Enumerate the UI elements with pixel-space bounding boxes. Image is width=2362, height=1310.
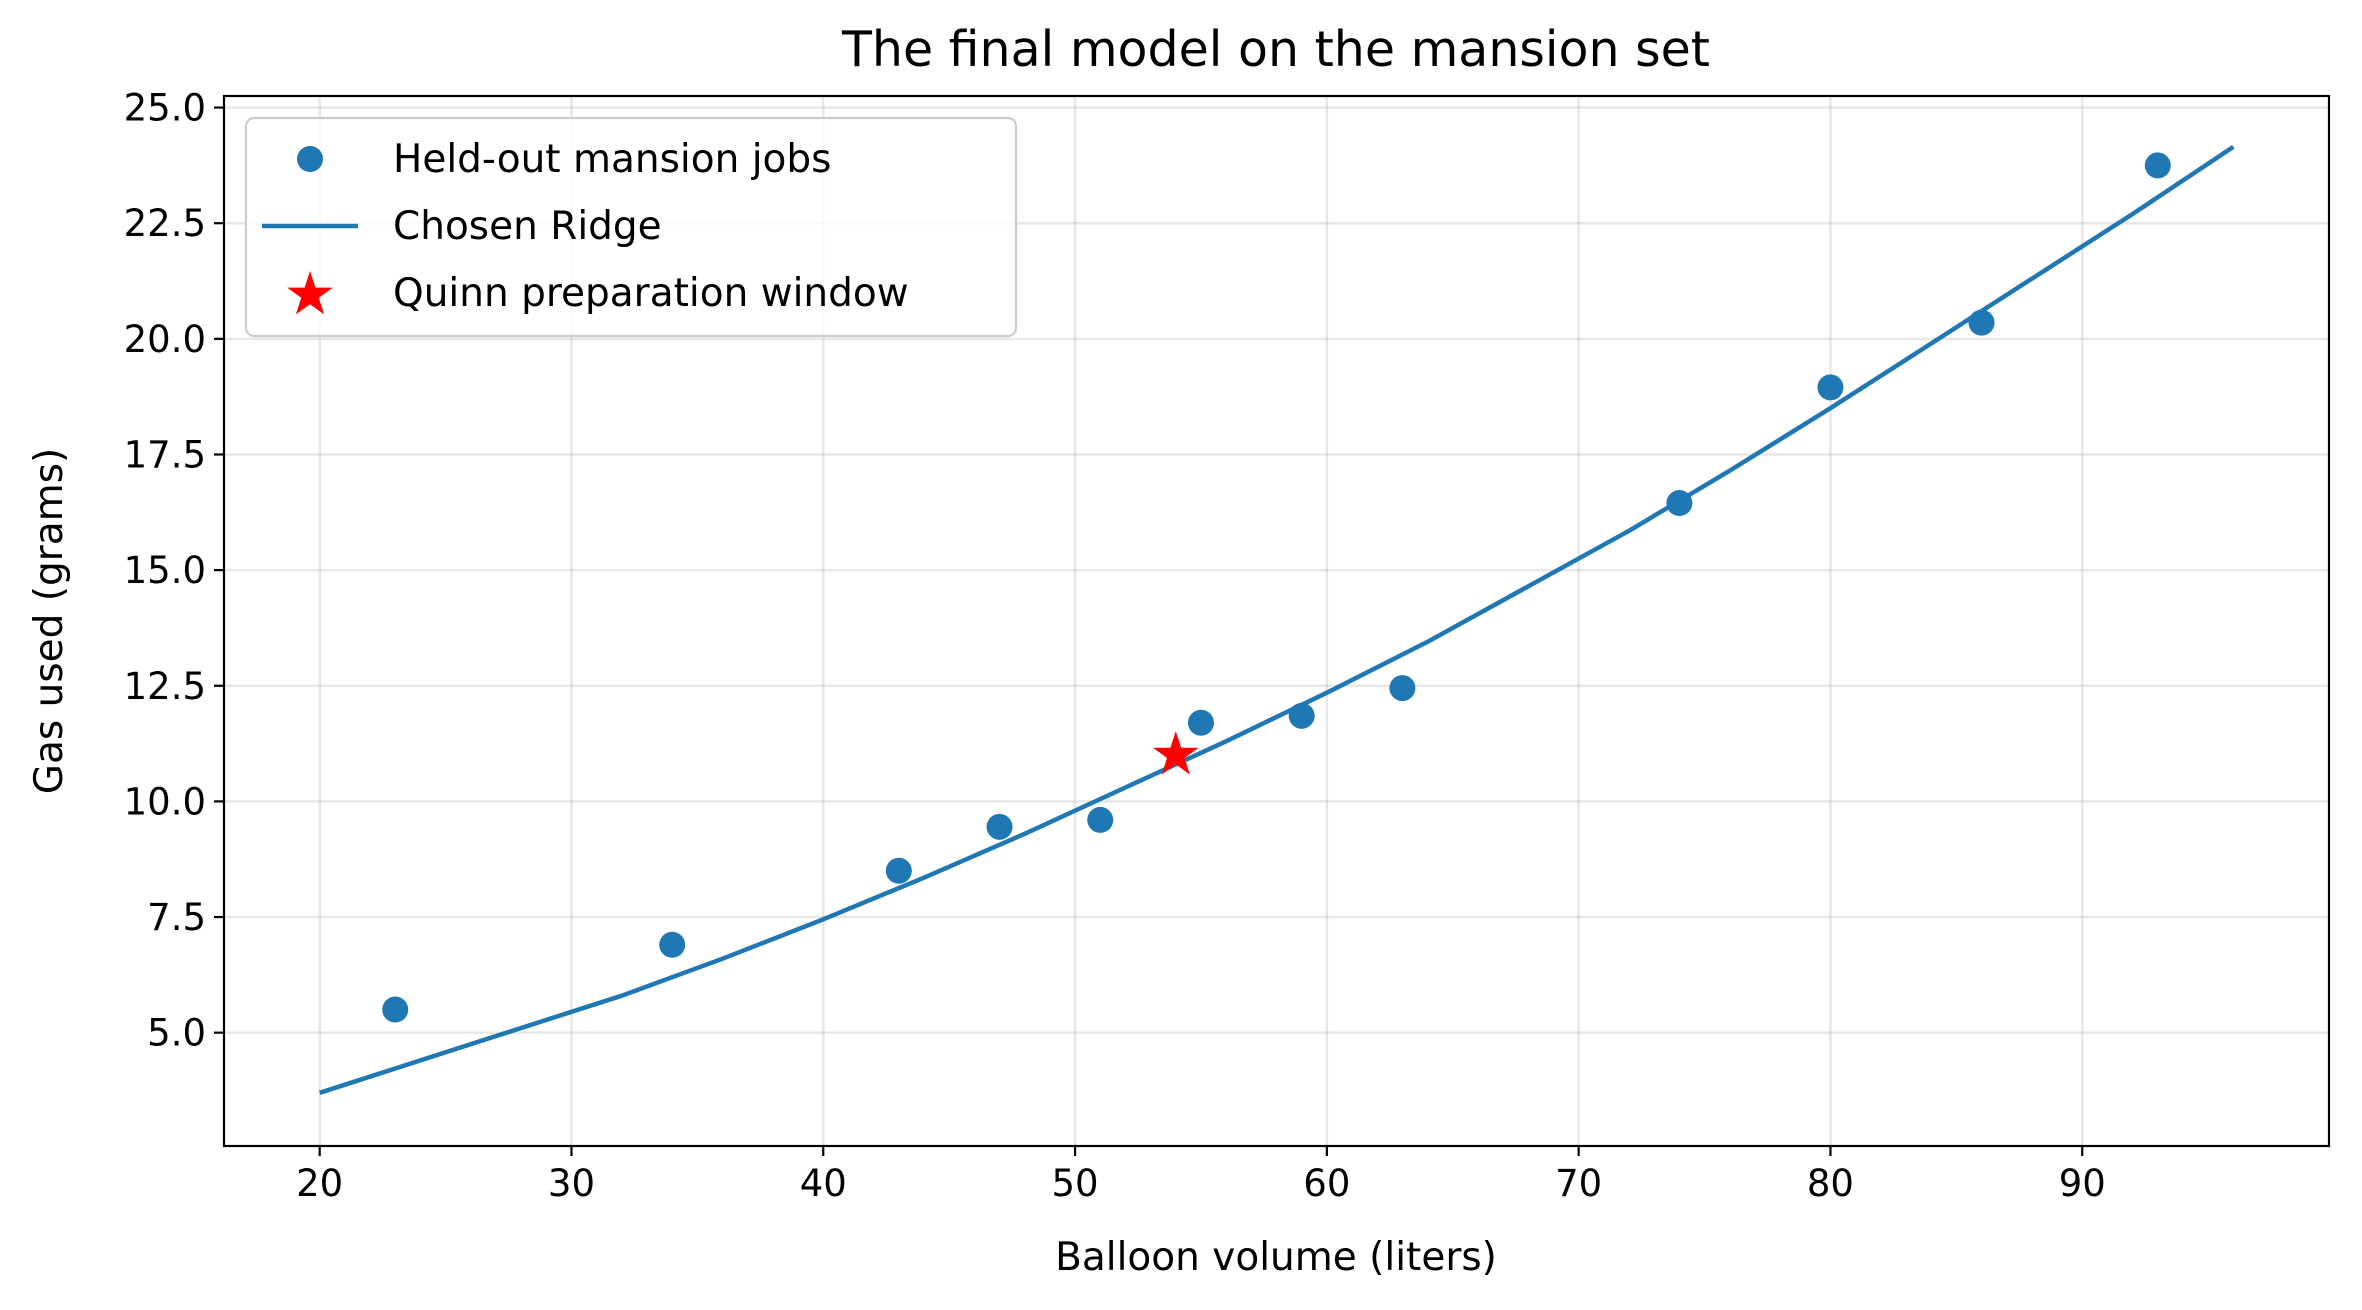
legend-label-quinn-window: Quinn preparation window	[393, 271, 909, 316]
x-tick-label: 50	[1052, 1162, 1099, 1205]
held-out-job-point	[1968, 309, 1995, 336]
legend-marker-quinn-window	[287, 271, 333, 315]
y-tick-label: 5.0	[147, 1012, 206, 1055]
chart-title: The final model on the mansion set	[841, 21, 1710, 78]
legend-label-chosen-ridge: Chosen Ridge	[393, 204, 662, 249]
held-out-job-point	[382, 996, 409, 1023]
legend: Held-out mansion jobs Chosen Ridge Quinn…	[244, 116, 1018, 338]
chosen-ridge-line	[319, 145, 2235, 1095]
held-out-job-point	[2144, 152, 2171, 179]
y-axis-label: Gas used (grams)	[27, 448, 72, 794]
held-out-job-point	[885, 857, 912, 884]
held-out-job-point	[1087, 806, 1114, 833]
held-out-job-point	[1389, 675, 1416, 702]
x-tick-label: 90	[2059, 1162, 2106, 1205]
quinn-window-star	[1153, 731, 1199, 775]
x-tick-label: 40	[800, 1162, 847, 1205]
held-out-job-point	[1666, 490, 1693, 517]
legend-label-held-out-jobs: Held-out mansion jobs	[393, 137, 831, 182]
y-tick-label: 15.0	[124, 549, 206, 592]
held-out-job-point	[986, 813, 1013, 840]
legend-box	[244, 116, 1018, 338]
x-tick-label: 20	[296, 1162, 343, 1205]
axis-ticks: 20 30 40 50 60 70 80 90 5.0 7.5 10.0 12.5 15.0 17.5 20…	[124, 87, 2106, 1205]
y-tick-label: 7.5	[147, 896, 206, 939]
held-out-job-point	[659, 931, 686, 958]
plot-frame	[222, 94, 2331, 1148]
held-out-job-point	[1187, 709, 1214, 736]
y-tick-label: 17.5	[124, 433, 206, 476]
y-tick-label: 10.0	[124, 780, 206, 823]
x-tick-label: 70	[1555, 1162, 1602, 1205]
legend-marker-held-out-jobs	[297, 146, 323, 172]
y-tick-label: 20.0	[124, 318, 206, 361]
x-tick-label: 30	[548, 1162, 595, 1205]
held-out-job-point	[1288, 702, 1315, 729]
y-tick-label: 25.0	[124, 87, 206, 130]
x-axis-label: Balloon volume (liters)	[1055, 1235, 1497, 1280]
x-tick-label: 80	[1807, 1162, 1854, 1205]
y-tick-label: 22.5	[124, 202, 206, 245]
y-tick-label: 12.5	[124, 665, 206, 708]
x-tick-label: 60	[1303, 1162, 1350, 1205]
held-out-job-point	[1817, 374, 1844, 401]
plot-series	[319, 145, 2235, 1095]
